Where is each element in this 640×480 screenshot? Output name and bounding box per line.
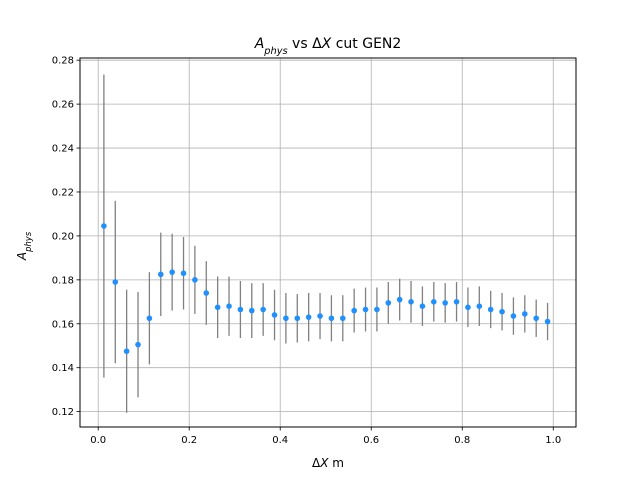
data-point <box>339 315 346 322</box>
x-tick-label: 0.0 <box>90 435 106 446</box>
data-point <box>180 270 187 277</box>
data-point <box>351 307 357 314</box>
y-tick-label: 0.12 <box>52 407 74 418</box>
y-tick-label: 0.28 <box>52 56 74 67</box>
data-point <box>476 303 483 309</box>
y-tick-label: 0.24 <box>52 144 74 155</box>
chart-title: Aphys vs ΔX cut GEN2 <box>254 36 402 57</box>
y-tick-label: 0.16 <box>52 319 74 330</box>
plot-area-frame <box>79 57 577 428</box>
data-point <box>430 299 437 305</box>
x-axis-ticks: 0.0 0.2 0.4 0.6 0.8 1.0 <box>90 427 561 446</box>
label-fragment: Δ <box>312 456 321 470</box>
label-fragment: phys <box>263 46 287 57</box>
x-axis-label: ΔX m <box>312 456 344 470</box>
data-point <box>374 306 380 313</box>
label-fragment: X <box>321 36 332 52</box>
data-point <box>112 279 119 285</box>
data-point <box>317 313 323 319</box>
data-point <box>522 311 528 317</box>
data-point <box>135 341 141 348</box>
y-tick-label: 0.18 <box>52 275 74 286</box>
data-point <box>487 306 494 313</box>
data-point <box>510 313 517 319</box>
data-point <box>385 300 392 306</box>
y-tick-label: 0.20 <box>52 231 74 242</box>
data-point <box>123 348 130 355</box>
y-tick-label: 0.14 <box>52 363 74 374</box>
label-fragment: X <box>319 456 329 470</box>
data-point <box>248 307 255 314</box>
data-point <box>157 271 164 278</box>
x-tick-label: 0.2 <box>181 435 197 446</box>
y-axis-ticks: 0.12 0.14 0.16 0.18 0.20 0.22 0.24 0.26 0.28 <box>52 56 80 418</box>
data-point <box>226 303 232 309</box>
label-fragment: m <box>328 456 344 470</box>
data-point <box>328 315 335 322</box>
data-point <box>294 315 301 322</box>
data-point <box>419 303 426 309</box>
data-point <box>214 304 221 311</box>
y-tick-label: 0.26 <box>52 100 74 111</box>
data-point <box>544 318 551 325</box>
data-points <box>101 223 551 355</box>
data-point <box>283 315 289 322</box>
data-point <box>260 306 266 313</box>
data-point <box>203 290 210 296</box>
y-axis-label: Aphys <box>15 231 33 261</box>
x-tick-label: 0.6 <box>363 435 379 446</box>
data-point <box>101 223 107 229</box>
x-tick-label: 0.4 <box>272 435 288 446</box>
data-point <box>146 315 153 322</box>
label-fragment: A <box>254 36 265 52</box>
data-point <box>442 300 448 306</box>
data-point <box>305 314 312 320</box>
data-point <box>453 299 460 305</box>
data-point <box>271 312 278 318</box>
data-point <box>408 299 414 305</box>
data-point <box>533 315 539 322</box>
label-fragment: cut GEN2 <box>331 36 401 52</box>
x-tick-label: 1.0 <box>545 435 561 446</box>
y-tick-label: 0.22 <box>52 187 74 198</box>
data-point <box>396 296 403 303</box>
x-tick-label: 0.8 <box>454 435 470 446</box>
data-point <box>465 304 471 311</box>
data-point <box>169 269 175 275</box>
label-fragment: A <box>15 252 29 261</box>
label-fragment: phys <box>23 231 33 253</box>
data-point <box>499 308 505 315</box>
data-point <box>237 306 244 313</box>
label-fragment: vs Δ <box>288 36 322 52</box>
data-point <box>192 277 198 283</box>
grid-lines <box>80 58 576 427</box>
data-point <box>362 306 369 313</box>
